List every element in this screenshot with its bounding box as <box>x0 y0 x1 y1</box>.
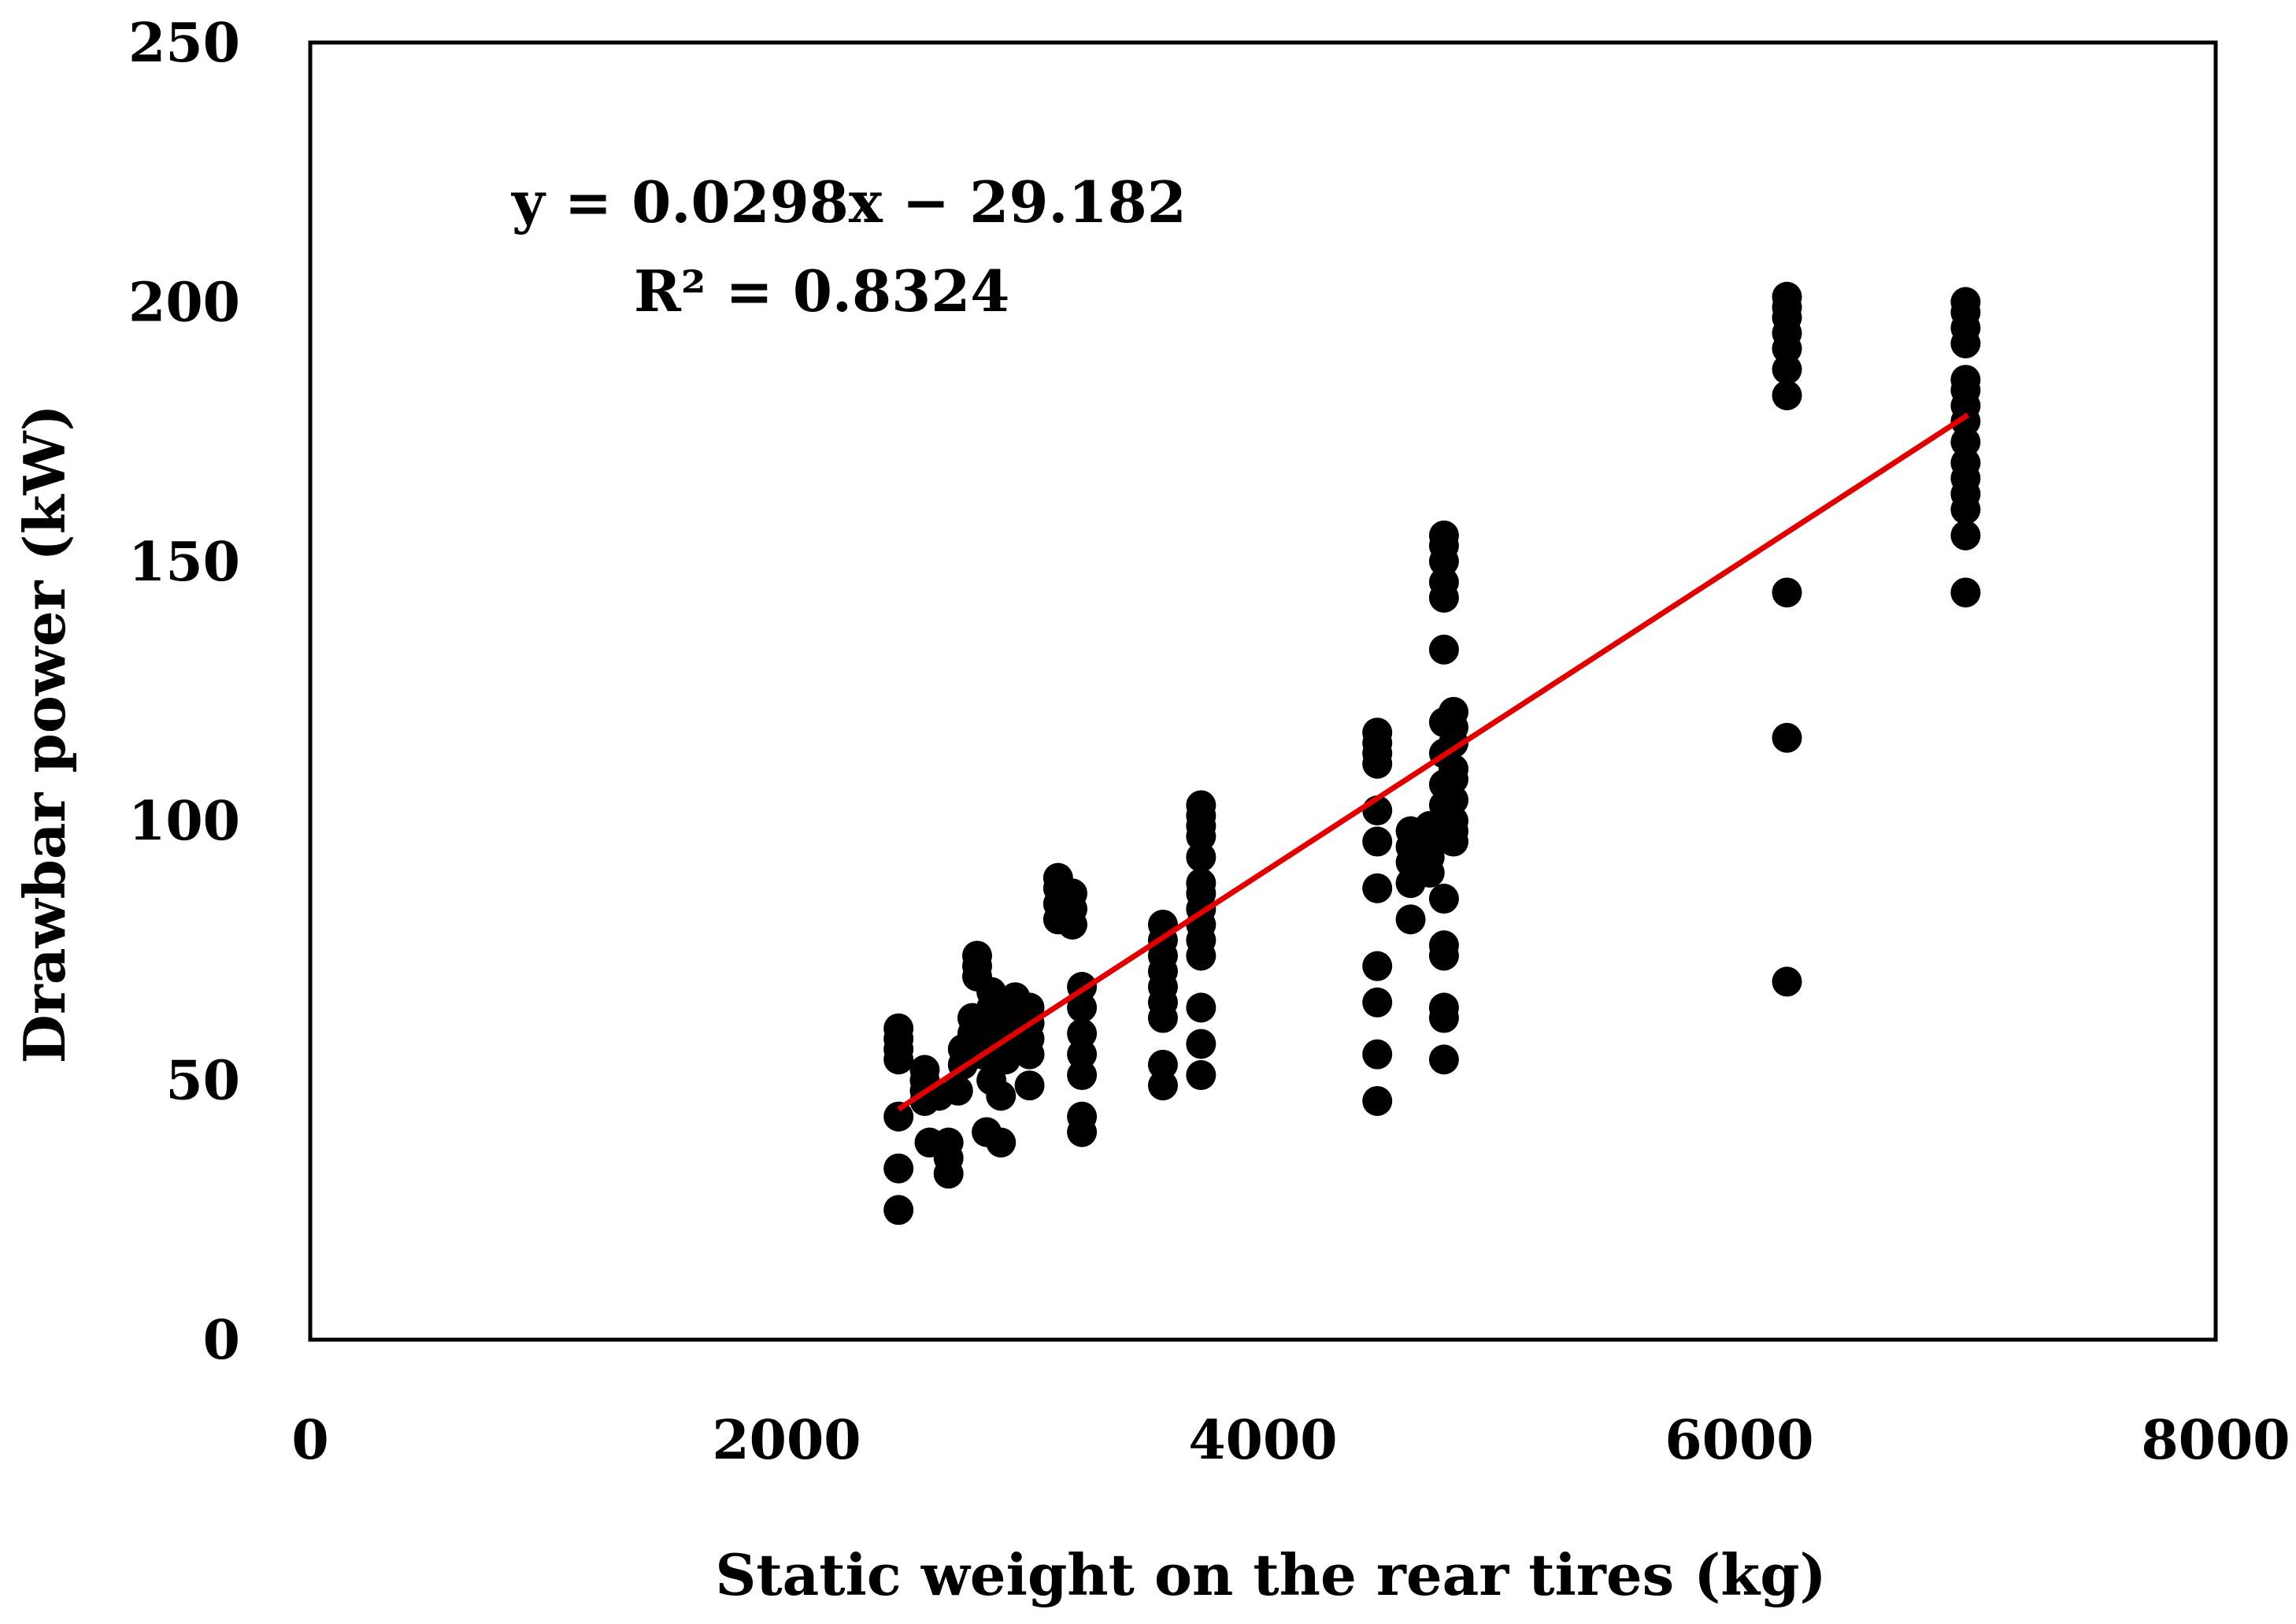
data-points <box>883 281 1981 1225</box>
data-point <box>1950 577 1981 608</box>
data-point <box>1362 951 1393 981</box>
y-tick-label: 150 <box>128 531 240 594</box>
data-point <box>1950 427 1981 458</box>
data-point <box>1950 287 1981 317</box>
data-point <box>1057 878 1087 909</box>
x-tick-label: 6000 <box>1665 1409 1813 1472</box>
data-point <box>1014 1070 1045 1101</box>
data-point <box>1067 1018 1098 1049</box>
data-point <box>1186 1060 1217 1091</box>
data-point <box>1772 380 1802 410</box>
data-point <box>1428 992 1459 1023</box>
data-point <box>1950 365 1981 395</box>
data-point <box>1772 577 1802 608</box>
data-point <box>909 1055 940 1085</box>
data-point <box>1362 717 1393 748</box>
data-point <box>1362 826 1393 857</box>
y-tick-label: 250 <box>128 12 240 75</box>
data-point <box>1147 1070 1178 1101</box>
data-point <box>1186 992 1217 1023</box>
y-tick-label: 100 <box>128 790 240 853</box>
data-point <box>1439 696 1468 727</box>
data-point <box>986 1081 1017 1111</box>
data-point <box>1186 1029 1217 1059</box>
data-point <box>1772 966 1802 997</box>
data-point <box>1186 842 1217 873</box>
data-point <box>1950 520 1981 551</box>
data-point <box>962 940 992 971</box>
data-point <box>883 1013 914 1044</box>
data-point <box>1428 634 1459 665</box>
data-point <box>1362 1039 1393 1070</box>
data-point <box>1428 930 1459 961</box>
data-point <box>1772 354 1802 385</box>
y-tick-label: 0 <box>203 1309 240 1372</box>
data-point <box>1014 992 1045 1023</box>
data-point <box>1147 1049 1178 1080</box>
data-point <box>883 1101 914 1132</box>
y-tick-labels: 0 50 100 150 200 250 <box>128 12 240 1372</box>
y-tick-label: 200 <box>128 271 240 334</box>
x-axis-title: Static weight on the rear tires (kg) <box>715 1541 1826 1608</box>
data-point <box>942 1075 973 1106</box>
y-tick-label: 50 <box>165 1050 240 1113</box>
data-point <box>1772 722 1802 753</box>
r-squared-label: R² = 0.8324 <box>634 258 1009 324</box>
y-axis-title: Drawbar power (kW) <box>11 404 78 1063</box>
data-point <box>883 1153 914 1184</box>
data-point <box>1439 784 1468 815</box>
data-point <box>1439 754 1468 784</box>
data-point <box>1186 790 1217 821</box>
data-point <box>883 1195 914 1225</box>
trendline-layer <box>897 412 1970 1112</box>
data-point <box>1067 992 1098 1023</box>
data-point <box>1186 868 1217 899</box>
x-tick-label: 0 <box>291 1409 328 1472</box>
data-point <box>933 1127 964 1158</box>
data-point <box>1428 884 1459 914</box>
trendline <box>897 412 1970 1112</box>
data-point <box>1395 904 1426 935</box>
x-tick-label: 4000 <box>1188 1409 1337 1472</box>
data-point <box>1428 520 1459 551</box>
data-point <box>1362 873 1393 903</box>
data-point <box>1067 1060 1098 1091</box>
data-point <box>1067 1101 1098 1132</box>
data-point <box>986 1127 1017 1158</box>
x-tick-label: 8000 <box>2141 1409 2290 1472</box>
data-point <box>1362 1085 1393 1116</box>
data-point <box>1772 281 1802 312</box>
data-point <box>1950 447 1981 478</box>
plot-area-frame <box>308 40 2218 1342</box>
x-tick-labels: 0 2000 4000 6000 8000 <box>291 1409 2290 1472</box>
trendline-equation: y = 0.0298x − 29.182 <box>511 169 1187 235</box>
data-point <box>1428 567 1459 598</box>
x-tick-label: 2000 <box>712 1409 861 1472</box>
data-point <box>1428 1044 1459 1075</box>
data-point <box>1439 806 1468 836</box>
data-point <box>1362 987 1393 1018</box>
data-point <box>1067 1039 1098 1070</box>
